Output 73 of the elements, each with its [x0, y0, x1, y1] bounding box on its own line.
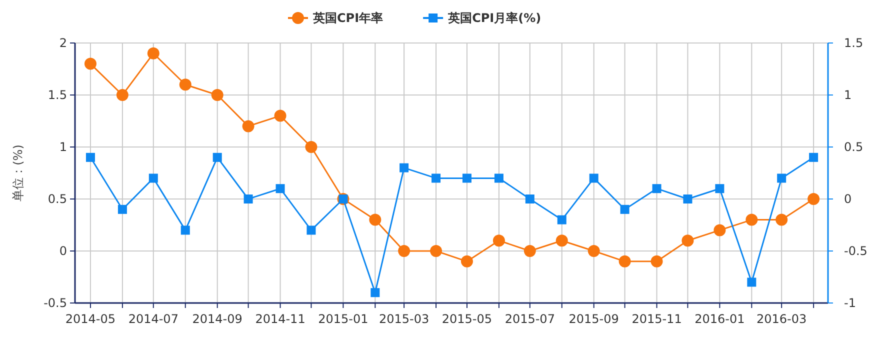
y-axis-title: 单位：(%): [11, 144, 25, 202]
x-tick-label: 2015-11: [632, 312, 682, 326]
point: [306, 226, 316, 235]
x-tick-label: 2014-11: [255, 312, 306, 326]
legend-label: 英国CPI月率(%): [447, 11, 542, 25]
point: [494, 174, 504, 183]
point: [148, 174, 158, 183]
legend-label: 英国CPI年率: [312, 11, 384, 25]
y-tick-label: -0.5: [44, 296, 67, 310]
x-tick-label: 2015-09: [568, 312, 619, 326]
point: [776, 214, 788, 226]
point: [84, 58, 96, 70]
x-tick-label: 2015-05: [442, 312, 492, 326]
point: [557, 215, 566, 224]
point: [683, 194, 692, 204]
point: [462, 174, 472, 183]
point: [747, 278, 756, 287]
y2-tick-label: 0: [844, 192, 852, 206]
point: [809, 152, 818, 162]
point: [714, 224, 726, 236]
y-tick-label: 1: [59, 140, 67, 154]
point: [588, 245, 600, 257]
y-tick-label: 2: [59, 36, 67, 50]
point: [652, 184, 662, 194]
y2-tick-label: -1: [844, 296, 856, 310]
point: [118, 204, 127, 214]
point: [305, 141, 318, 153]
y-tick-label: 0: [59, 244, 67, 258]
point: [715, 184, 724, 194]
point: [618, 255, 631, 268]
point: [398, 245, 410, 257]
x-tick-label: 2015-03: [378, 312, 430, 326]
point: [242, 120, 254, 132]
x-tick-label: 2016-01: [694, 312, 745, 326]
point: [147, 47, 160, 60]
y2-tick-label: 1.5: [844, 36, 864, 50]
x-tick-label: 2014-09: [192, 312, 242, 326]
point: [650, 255, 663, 268]
point: [746, 214, 758, 226]
point: [524, 245, 536, 257]
point: [589, 174, 598, 183]
point: [369, 214, 382, 226]
x-tick-label: 2014-07: [128, 312, 178, 326]
x-tick-label: 2014-05: [65, 312, 116, 326]
point: [432, 174, 441, 183]
point: [808, 193, 820, 205]
x-tick-label: 2015-01: [318, 312, 368, 326]
y-tick-label: 1.5: [48, 88, 67, 102]
point: [116, 89, 128, 101]
y2-tick-label: 0.5: [844, 140, 864, 154]
point: [430, 245, 442, 257]
point: [211, 89, 224, 101]
x-tick-label: 2016-03: [756, 312, 807, 326]
point: [212, 152, 222, 162]
point: [777, 174, 786, 183]
point: [492, 234, 505, 247]
point: [556, 234, 568, 247]
point: [620, 204, 630, 214]
x-tick-label: 2015-07: [504, 312, 555, 326]
point: [179, 78, 192, 91]
point: [276, 184, 285, 194]
point: [274, 110, 286, 122]
point: [682, 234, 694, 247]
point: [460, 255, 473, 268]
point: [244, 194, 253, 204]
point: [525, 194, 534, 204]
point: [180, 226, 190, 235]
y-tick-label: 0.5: [48, 192, 67, 206]
y2-tick-label: 1: [844, 88, 852, 102]
y2-tick-label: -0.5: [844, 244, 868, 258]
point: [86, 152, 95, 162]
point: [400, 163, 409, 172]
point: [370, 288, 380, 298]
